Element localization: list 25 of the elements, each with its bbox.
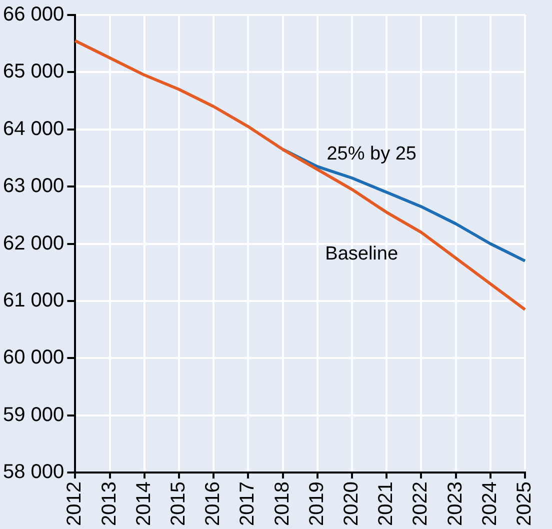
x-tick-label: 2024 [478,482,501,526]
x-tick-label: 2023 [444,482,466,526]
y-tick-label: 61 000 [3,289,64,312]
series-label: 25% by 25 [326,144,416,165]
x-tick-label: 2015 [167,482,190,526]
y-tick-label: 63 000 [3,175,64,198]
x-tick-label: 2019 [306,482,328,526]
series-label: Baseline [325,244,398,265]
y-tick-label: 62 000 [3,232,64,254]
x-tick-label: 2014 [132,482,155,526]
y-tick-label: 59 000 [3,404,64,426]
y-tick-label: 64 000 [3,118,64,140]
x-tick-label: 2021 [375,482,398,526]
x-tick-label: 2016 [202,482,224,526]
x-tick-label: 2025 [514,482,536,526]
y-tick-label: 58 000 [3,461,64,484]
y-tick-label: 66 000 [3,4,64,26]
x-tick-label: 2020 [340,482,363,526]
x-tick-label: 2017 [236,482,259,526]
y-tick-label: 65 000 [3,60,64,83]
x-tick-label: 2018 [271,482,294,526]
x-tick-label: 2022 [410,482,432,526]
x-tick-label: 2012 [64,482,86,526]
x-tick-label: 2013 [98,482,120,526]
y-tick-label: 60 000 [3,346,64,369]
